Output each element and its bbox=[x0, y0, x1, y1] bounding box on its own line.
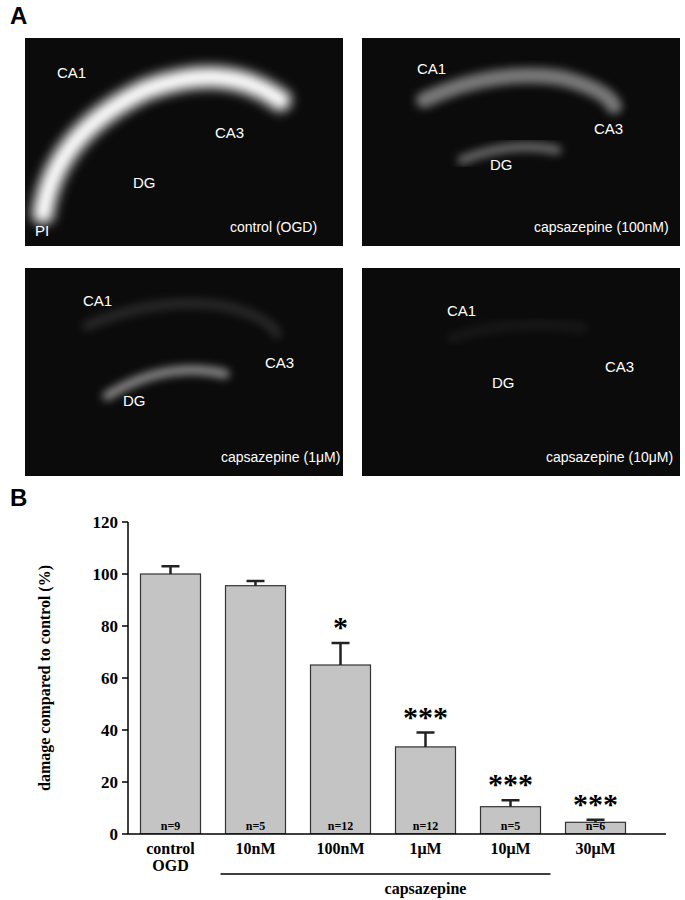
figure: A CA1 CA3 DG PI control (OGD) CA1 CA3 DG capsazep… bbox=[0, 0, 685, 900]
n-label: n=12 bbox=[328, 819, 354, 833]
significance: *** bbox=[573, 787, 618, 820]
category-label: controlOGD bbox=[146, 840, 195, 874]
category-label: 100nM bbox=[317, 840, 365, 857]
image-background bbox=[25, 268, 343, 476]
tick-label: 120 bbox=[93, 513, 119, 532]
x-axis bbox=[128, 833, 666, 835]
condition-label: control (OGD) bbox=[230, 219, 317, 235]
region-label: CA1 bbox=[447, 302, 476, 319]
region-label: CA3 bbox=[215, 124, 244, 141]
fluorescence bbox=[43, 77, 280, 213]
micrograph: CA1 CA3 DG capsazepine (1μM) bbox=[25, 268, 343, 476]
image-background bbox=[362, 38, 680, 246]
region-label: CA3 bbox=[265, 354, 294, 371]
tick bbox=[122, 781, 128, 783]
condition-label: capsazepine (10μM) bbox=[546, 449, 673, 465]
error-bar bbox=[162, 566, 180, 574]
tick bbox=[122, 833, 128, 835]
bar bbox=[481, 807, 541, 834]
tick bbox=[122, 521, 128, 523]
bars bbox=[141, 566, 626, 834]
error-bar bbox=[332, 643, 350, 665]
region-label: DG bbox=[123, 392, 146, 409]
n-label: n=12 bbox=[413, 819, 439, 833]
bar bbox=[141, 574, 201, 834]
y-axis bbox=[127, 522, 129, 834]
tick-label: 20 bbox=[101, 773, 118, 792]
condition-label: capsazepine (100nM) bbox=[534, 219, 669, 235]
region-label: DG bbox=[490, 156, 513, 173]
category-label: 10μM bbox=[490, 840, 530, 858]
region-label: CA1 bbox=[83, 292, 112, 309]
bar-chart: damage compared to control (%) 0 20 40 60 80 1… bbox=[36, 513, 666, 898]
fluorescence bbox=[424, 76, 614, 106]
n-label: n=6 bbox=[586, 819, 606, 833]
bar bbox=[311, 665, 371, 834]
panel-label: B bbox=[10, 484, 27, 511]
category-label: 1μM bbox=[409, 840, 441, 858]
tick bbox=[122, 677, 128, 679]
fluorescence bbox=[43, 77, 280, 213]
micrograph: CA1 CA3 DG capsazepine (10μM) bbox=[362, 268, 680, 476]
region-label: CA1 bbox=[417, 60, 446, 77]
tick-label: 60 bbox=[101, 669, 118, 688]
region-label: CA1 bbox=[57, 64, 86, 81]
region-label: CA3 bbox=[594, 120, 623, 137]
tick-label: 80 bbox=[101, 617, 118, 636]
panel-label: A bbox=[10, 2, 27, 29]
category-label: 30μM bbox=[575, 840, 615, 858]
error-bar bbox=[502, 800, 520, 807]
n-label: n=5 bbox=[501, 819, 521, 833]
tick bbox=[122, 729, 128, 731]
error-bar bbox=[247, 581, 265, 586]
error-bar bbox=[417, 733, 435, 747]
significance: * bbox=[333, 610, 348, 643]
region-label: DG bbox=[133, 174, 156, 191]
tick bbox=[122, 573, 128, 575]
tick bbox=[122, 625, 128, 627]
fluorescence bbox=[87, 304, 277, 335]
category-label: 10nM bbox=[236, 840, 276, 857]
tick-label: 40 bbox=[101, 721, 118, 740]
bar bbox=[396, 747, 456, 834]
region-label: CA3 bbox=[605, 358, 634, 375]
region-label: DG bbox=[492, 374, 515, 391]
micrograph: CA1 CA3 DG capsazepine (100nM) bbox=[362, 38, 680, 246]
tick-label: 100 bbox=[93, 565, 119, 584]
bar bbox=[226, 586, 286, 834]
fluorescence bbox=[452, 325, 582, 338]
image-background bbox=[25, 38, 343, 246]
image-background bbox=[362, 268, 680, 476]
significance: *** bbox=[488, 767, 533, 800]
stain-label: PI bbox=[35, 222, 49, 239]
micrograph: CA1 CA3 DG PI control (OGD) bbox=[25, 38, 343, 246]
tick-label: 0 bbox=[110, 825, 119, 844]
axis-title: damage compared to control (%) bbox=[36, 565, 54, 791]
group-line bbox=[221, 873, 551, 875]
group-label: capsazepine bbox=[385, 880, 467, 898]
n-label: n=9 bbox=[161, 819, 181, 833]
significance: *** bbox=[403, 700, 448, 733]
condition-label: capsazepine (1μM) bbox=[221, 449, 340, 465]
n-label: n=5 bbox=[246, 819, 266, 833]
